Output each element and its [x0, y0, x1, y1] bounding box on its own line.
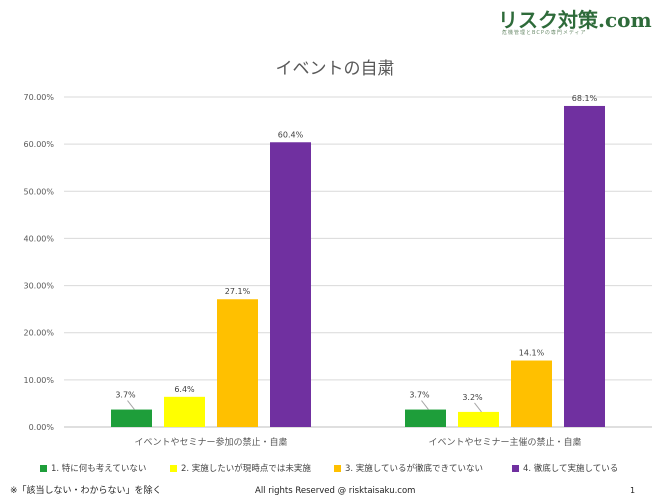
legend-item: 2. 実施したいが現時点では未実施	[170, 462, 311, 474]
data-label: 3.7%	[409, 391, 430, 400]
page-number: 1	[630, 486, 636, 495]
data-label: 3.7%	[115, 391, 136, 400]
data-label: 14.1%	[519, 349, 545, 358]
legend-item: 1. 特に何も考えていない	[40, 462, 146, 474]
x-category-label: イベントやセミナー参加の禁止・自粛	[134, 436, 287, 448]
data-label: 60.4%	[278, 130, 304, 139]
y-tick-label: 70.00%	[23, 93, 54, 102]
data-label: 6.4%	[174, 385, 195, 394]
copyright-text: All rights Reserved @ risktaisaku.com	[255, 486, 416, 496]
y-tick-label: 30.00%	[23, 282, 54, 291]
bar	[511, 360, 552, 427]
data-label: 27.1%	[225, 287, 251, 296]
data-label: 3.2%	[462, 393, 483, 402]
data-label: 68.1%	[572, 94, 598, 103]
y-tick-label: 40.00%	[23, 234, 54, 243]
legend-swatch	[512, 464, 519, 472]
logo-text: リスク対策.com	[498, 8, 652, 32]
legend-label: 4. 徹底して実施している	[523, 464, 619, 474]
bar	[217, 299, 258, 427]
legend-label: 1. 特に何も考えていない	[51, 464, 147, 474]
legend-item: 4. 徹底して実施している	[512, 462, 618, 474]
x-category-label: イベントやセミナー主催の禁止・自粛	[428, 436, 581, 448]
legend-label: 2. 実施したいが現時点では未実施	[181, 464, 311, 474]
chart-legend: 1. 特に何も考えていない 2. 実施したいが現時点では未実施 3. 実施しているが…	[40, 462, 640, 476]
data-label-leader	[474, 402, 482, 413]
legend-label: 3. 実施しているが徹底できていない	[345, 464, 484, 474]
legend-item: 3. 実施しているが徹底できていない	[334, 462, 483, 474]
bar	[564, 105, 605, 427]
y-tick-label: 50.00%	[23, 187, 54, 196]
data-label-leader	[421, 400, 429, 410]
y-tick-label: 20.00%	[23, 329, 54, 338]
data-label-leader	[127, 400, 135, 410]
y-tick-label: 0.00%	[29, 423, 55, 432]
bar	[164, 396, 205, 427]
bar	[270, 142, 311, 427]
legend-swatch	[170, 464, 177, 472]
bar	[458, 411, 499, 427]
bar	[405, 409, 446, 427]
chart-title: イベントの自粛	[276, 59, 395, 79]
legend-swatch	[40, 464, 47, 472]
y-tick-label: 60.00%	[23, 140, 54, 149]
legend-swatch	[334, 464, 341, 472]
logo-tagline: 危機管理とBCPの専門メディア	[502, 30, 587, 36]
bar	[111, 409, 152, 427]
site-logo: リスク対策.com 危機管理とBCPの専門メディア	[498, 4, 664, 40]
footnote: ※「該当しない・わからない」を除く	[10, 486, 162, 496]
y-tick-label: 10.00%	[23, 376, 54, 385]
bar-chart: イベントの自粛 0.00% 10.00% 20.00% 30.00% 40.00% 50.0…	[23, 59, 652, 448]
